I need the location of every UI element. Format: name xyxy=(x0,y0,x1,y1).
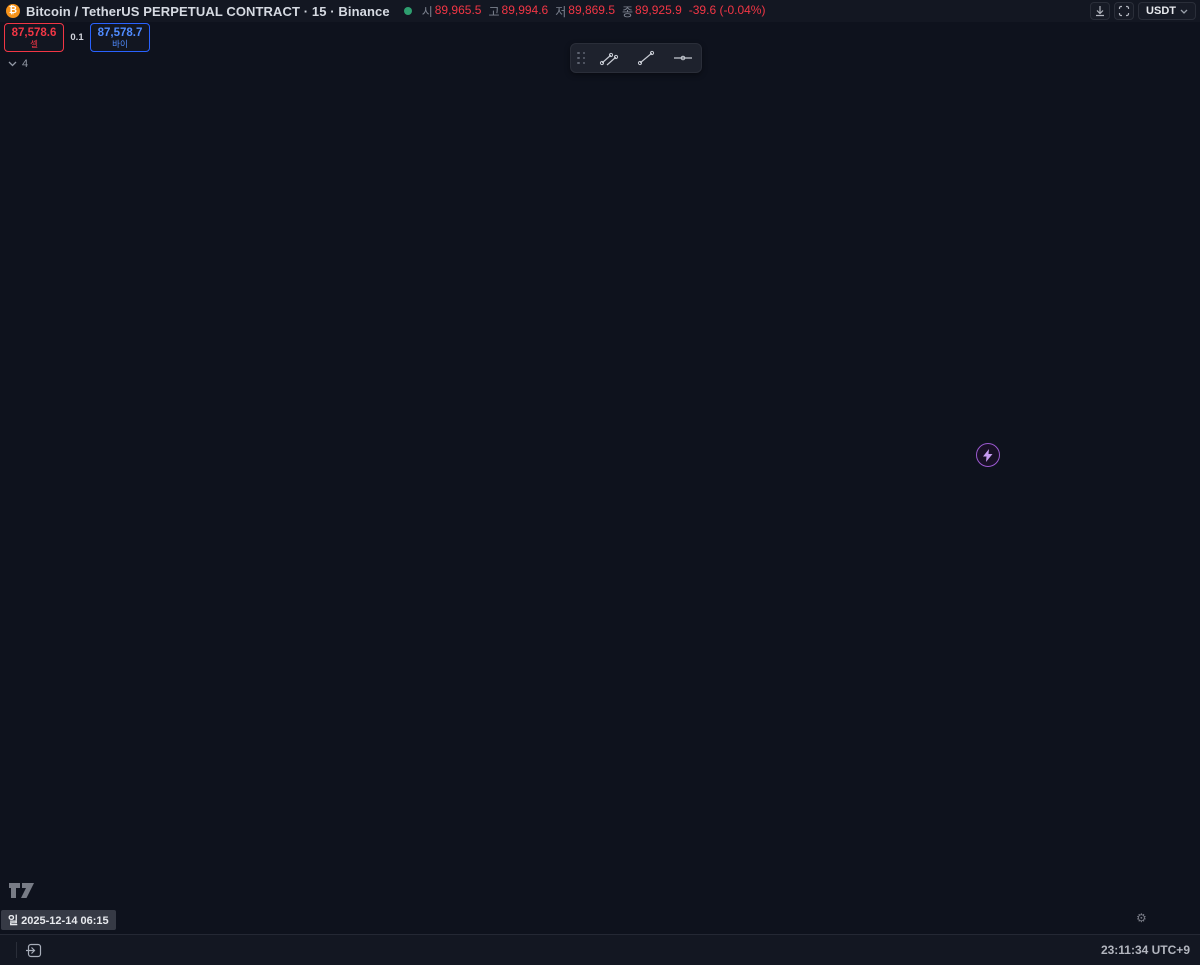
chart-canvas[interactable] xyxy=(0,0,1200,934)
buy-button[interactable]: 87,578.7 바이 xyxy=(90,23,150,52)
parallel-channel-icon xyxy=(600,52,619,66)
camera-frame-icon xyxy=(1118,5,1130,17)
download-icon xyxy=(1096,6,1105,17)
calendar-arrow-icon xyxy=(26,943,42,957)
legend-count: 4 xyxy=(22,58,29,70)
currency-label: USDT xyxy=(1146,5,1176,17)
symbol-title[interactable]: Bitcoin / TetherUS PERPETUAL CONTRACT · … xyxy=(26,3,390,19)
buy-label: 바이 xyxy=(112,38,128,49)
trend-line-tool[interactable] xyxy=(628,49,665,67)
legend-collapsed-toggle[interactable]: 4 xyxy=(8,58,28,70)
chevron-down-icon xyxy=(1180,9,1188,14)
trade-panel: 87,578.6 셀 0.1 87,578.7 바이 xyxy=(4,23,150,52)
sell-price: 87,578.6 xyxy=(11,26,57,39)
high-value: 89,994.6 xyxy=(501,2,549,17)
bitcoin-logo-icon: ₿ xyxy=(6,4,20,18)
tradingview-logo-icon xyxy=(9,883,34,898)
market-status-dot xyxy=(403,7,412,15)
buy-price: 87,578.7 xyxy=(97,26,143,39)
ohlc-readout: 시 89,965.5 고 89,994.6 저 89,869.5 종 89,92… xyxy=(422,3,766,20)
sell-button[interactable]: 87,578.6 셀 xyxy=(4,23,64,52)
trend-line-icon xyxy=(637,50,655,66)
lightning-icon xyxy=(983,448,993,462)
drag-handle-icon[interactable] xyxy=(577,51,591,65)
high-label: 고 xyxy=(488,4,500,19)
crosshair-time-label: 일 2025-12-14 06:15 xyxy=(1,910,116,930)
low-label: 저 xyxy=(555,4,567,19)
drawing-toolbar xyxy=(570,43,702,73)
low-value: 89,869.5 xyxy=(568,2,615,17)
toolbar-divider xyxy=(16,942,17,958)
close-label: 종 xyxy=(622,4,634,19)
chevron-down-icon xyxy=(8,61,17,67)
sell-label: 셀 xyxy=(30,38,38,49)
horizontal-line-tool[interactable] xyxy=(664,49,701,67)
flash-order-badge[interactable] xyxy=(976,443,1000,467)
spread-value: 0.1 xyxy=(70,32,84,43)
clock-display[interactable]: 23:11:34 UTC+9 xyxy=(1100,943,1190,957)
bottom-toolbar: 23:11:34 UTC+9 xyxy=(0,934,1200,965)
change-value: -39.6 (-0.04%) xyxy=(688,2,766,17)
open-label: 시 xyxy=(421,4,433,19)
go-to-date-button[interactable] xyxy=(25,942,42,959)
currency-dropdown[interactable]: USDT xyxy=(1138,2,1196,20)
chart-header: ₿ Bitcoin / TetherUS PERPETUAL CONTRACT … xyxy=(0,0,1200,22)
horizontal-line-icon xyxy=(673,55,692,61)
parallel-channel-tool[interactable] xyxy=(591,49,628,67)
tradingview-logo[interactable] xyxy=(8,881,38,905)
open-value: 89,965.5 xyxy=(434,2,482,17)
download-button[interactable] xyxy=(1090,2,1111,20)
screenshot-button[interactable] xyxy=(1114,2,1135,20)
timezone-settings-gear-icon[interactable]: ⚙ xyxy=(1136,911,1147,925)
close-value: 89,925.9 xyxy=(635,2,682,17)
